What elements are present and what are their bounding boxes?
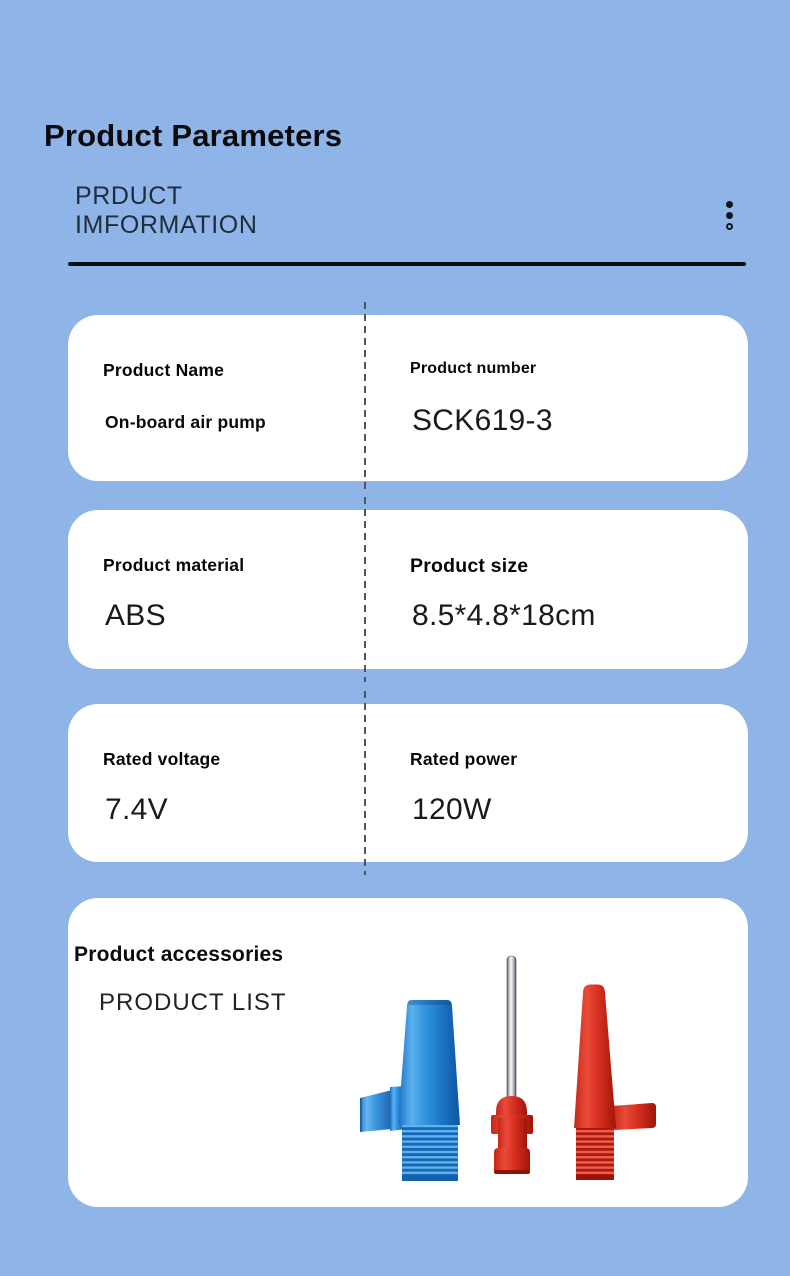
- dashed-divider: [364, 691, 366, 875]
- spec-label: Product number: [410, 360, 537, 377]
- spec-card-name-number: Product Name On-board air pump Product n…: [68, 302, 748, 494]
- spec-value: ABS: [105, 599, 166, 632]
- header-underline: [68, 262, 746, 266]
- spec-card-voltage-power: Rated voltage 7.4V Rated power 120W: [68, 691, 748, 875]
- dashed-divider: [364, 302, 366, 494]
- page-title: Product Parameters: [44, 117, 343, 153]
- spec-value: SCK619-3: [412, 404, 553, 437]
- spec-label: Product material: [103, 555, 245, 575]
- inflation-needle-icon: [491, 955, 533, 1174]
- section-header: PRDUCT IMFORMATION: [75, 182, 258, 240]
- accessories-label: Product accessories: [74, 943, 284, 966]
- spec-label: Product Name: [103, 360, 225, 380]
- kebab-dot-ring: [726, 223, 733, 230]
- spec-label: Rated voltage: [103, 749, 221, 769]
- red-cone-nozzle-icon: [574, 984, 656, 1180]
- section-header-line2: IMFORMATION: [75, 211, 258, 239]
- kebab-dot: [726, 212, 733, 219]
- spec-card-material-size: Product material ABS Product size 8.5*4.…: [68, 497, 748, 682]
- spec-value: On-board air pump: [105, 412, 266, 432]
- kebab-dot: [726, 201, 733, 208]
- accessories-image: [360, 955, 656, 1181]
- spec-label: Product size: [410, 555, 529, 577]
- section-header-line1: PRDUCT: [75, 182, 183, 210]
- kebab-menu-icon[interactable]: [724, 199, 735, 232]
- spec-value: 7.4V: [105, 793, 168, 826]
- spec-label: Rated power: [410, 749, 518, 769]
- spec-value: 8.5*4.8*18cm: [412, 599, 596, 632]
- dashed-divider: [364, 497, 366, 682]
- accessories-card: Product accessories PRODUCT LIST: [68, 898, 748, 1207]
- blue-valve-adapter-icon: [360, 1000, 460, 1181]
- spec-value: 120W: [412, 793, 492, 826]
- accessories-sublabel: PRODUCT LIST: [99, 989, 287, 1016]
